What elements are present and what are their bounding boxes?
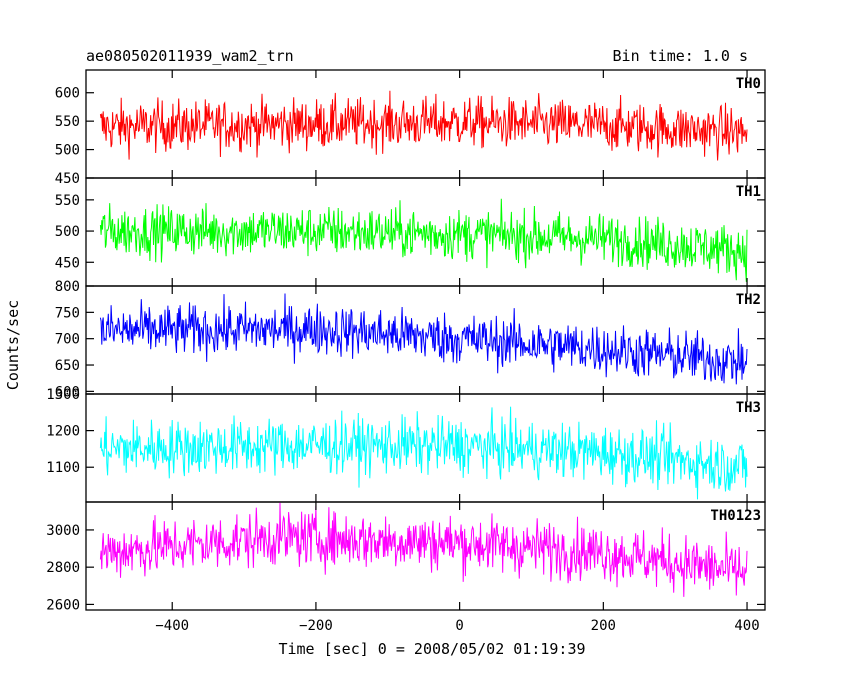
y-tick-label: 750 <box>55 305 80 321</box>
y-tick-label: 450 <box>55 171 80 187</box>
y-tick-label: 1300 <box>46 387 80 403</box>
panel-th2: TH2 600 650 700 750 800 <box>55 279 766 400</box>
x-tick-label: 200 <box>591 618 616 634</box>
panel-th1: TH1 450 500 550 <box>55 177 766 287</box>
y-tick-label: 600 <box>55 86 80 102</box>
panel-th0: TH0 450 500 550 600 <box>55 69 766 187</box>
y-tick-label: 3000 <box>46 523 80 539</box>
chart-title: ae080502011939_wam2_trn <box>86 47 294 65</box>
series-line-th1 <box>99 198 748 282</box>
series-line-th0 <box>99 90 748 161</box>
panel-label-th2: TH2 <box>736 292 761 308</box>
panel-th0123: TH0123 2600 2800 3000 <box>46 501 766 613</box>
y-tick-label: 550 <box>55 114 80 130</box>
y-axis-label: Counts/sec <box>4 300 22 390</box>
panel-label-th1: TH1 <box>736 184 761 200</box>
x-tick-label: 400 <box>734 618 759 634</box>
y-tick-label: 650 <box>55 358 80 374</box>
y-tick-label: 600 <box>55 384 80 400</box>
y-tick-label: 550 <box>55 193 80 209</box>
panel-label-th3: TH3 <box>736 400 761 416</box>
y-tick-label: 1200 <box>46 424 80 440</box>
x-tick-labels: −400 −200 0 200 400 <box>155 618 759 634</box>
panel-label-th0123: TH0123 <box>710 508 761 524</box>
y-tick-label: 700 <box>55 332 80 348</box>
y-tick-label: 2600 <box>46 597 80 613</box>
x-tick-label: 0 <box>455 618 463 634</box>
x-axis-label: Time [sec] 0 = 2008/05/02 01:19:39 <box>278 640 585 658</box>
series-line-th2 <box>99 293 748 385</box>
panels: TH0 450 500 550 600 TH1 450 500 550 TH2 600 650 700 7… <box>46 69 766 613</box>
y-tick-label: 500 <box>55 143 80 159</box>
x-tick-label: −400 <box>155 618 189 634</box>
y-tick-label: 500 <box>55 224 80 240</box>
bin-time-label: Bin time: 1.0 s <box>613 47 748 65</box>
panel-label-th0: TH0 <box>736 76 761 92</box>
y-tick-label: 1100 <box>46 460 80 476</box>
y-tick-label: 450 <box>55 255 80 271</box>
series-line-th3 <box>99 406 748 500</box>
series-line-th0123 <box>99 502 748 597</box>
y-tick-label: 800 <box>55 279 80 295</box>
y-tick-label: 2800 <box>46 560 80 576</box>
panel-frame <box>85 501 766 611</box>
x-tick-label: −200 <box>299 618 333 634</box>
panel-th3: TH3 1100 1200 1300 <box>46 387 766 503</box>
